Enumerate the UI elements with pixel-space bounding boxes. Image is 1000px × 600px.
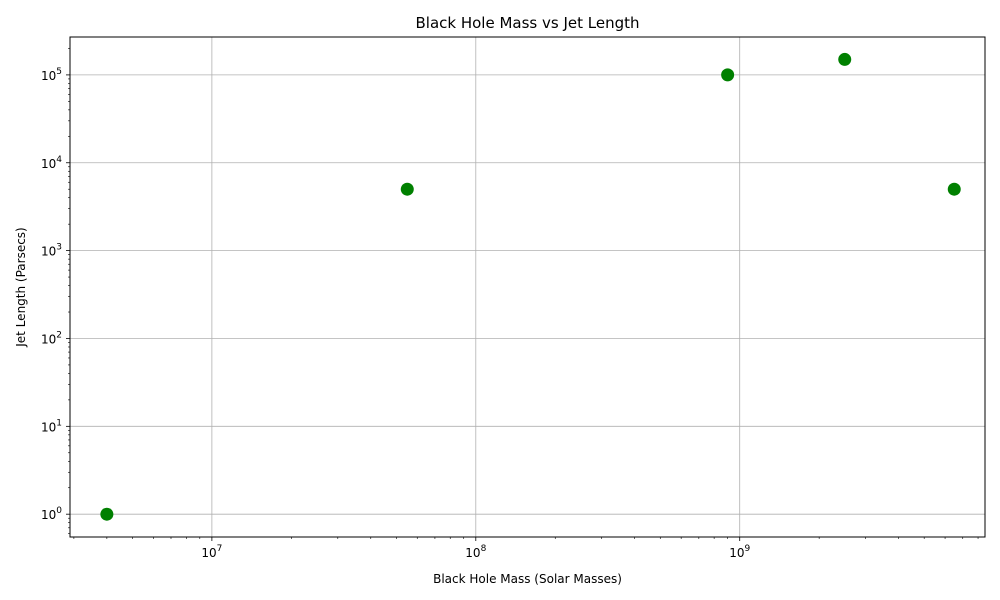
plot-frame (69, 36, 986, 538)
minor-ticks (68, 48, 979, 539)
y-tick-label: 103 (41, 243, 62, 259)
x-tick-label: 108 (465, 544, 486, 560)
major-ticks (66, 74, 741, 541)
data-point (721, 68, 735, 82)
data-point (400, 182, 414, 196)
grid (70, 37, 985, 537)
y-tick-label: 102 (41, 330, 62, 346)
y-tick-label: 101 (41, 418, 62, 434)
data-point (100, 507, 114, 521)
x-axis-label: Black Hole Mass (Solar Masses) (433, 572, 622, 586)
data-point (838, 52, 852, 66)
x-tick-label: 109 (729, 544, 750, 560)
chart-title: Black Hole Mass vs Jet Length (415, 14, 639, 32)
y-tick-label: 104 (41, 155, 62, 171)
y-axis-label: Jet Length (Parsecs) (14, 227, 28, 347)
data-point (947, 182, 961, 196)
data-points (100, 52, 961, 521)
y-tick-label: 100 (41, 506, 62, 522)
x-tick-label: 107 (201, 544, 222, 560)
y-tick-label: 105 (41, 67, 62, 83)
